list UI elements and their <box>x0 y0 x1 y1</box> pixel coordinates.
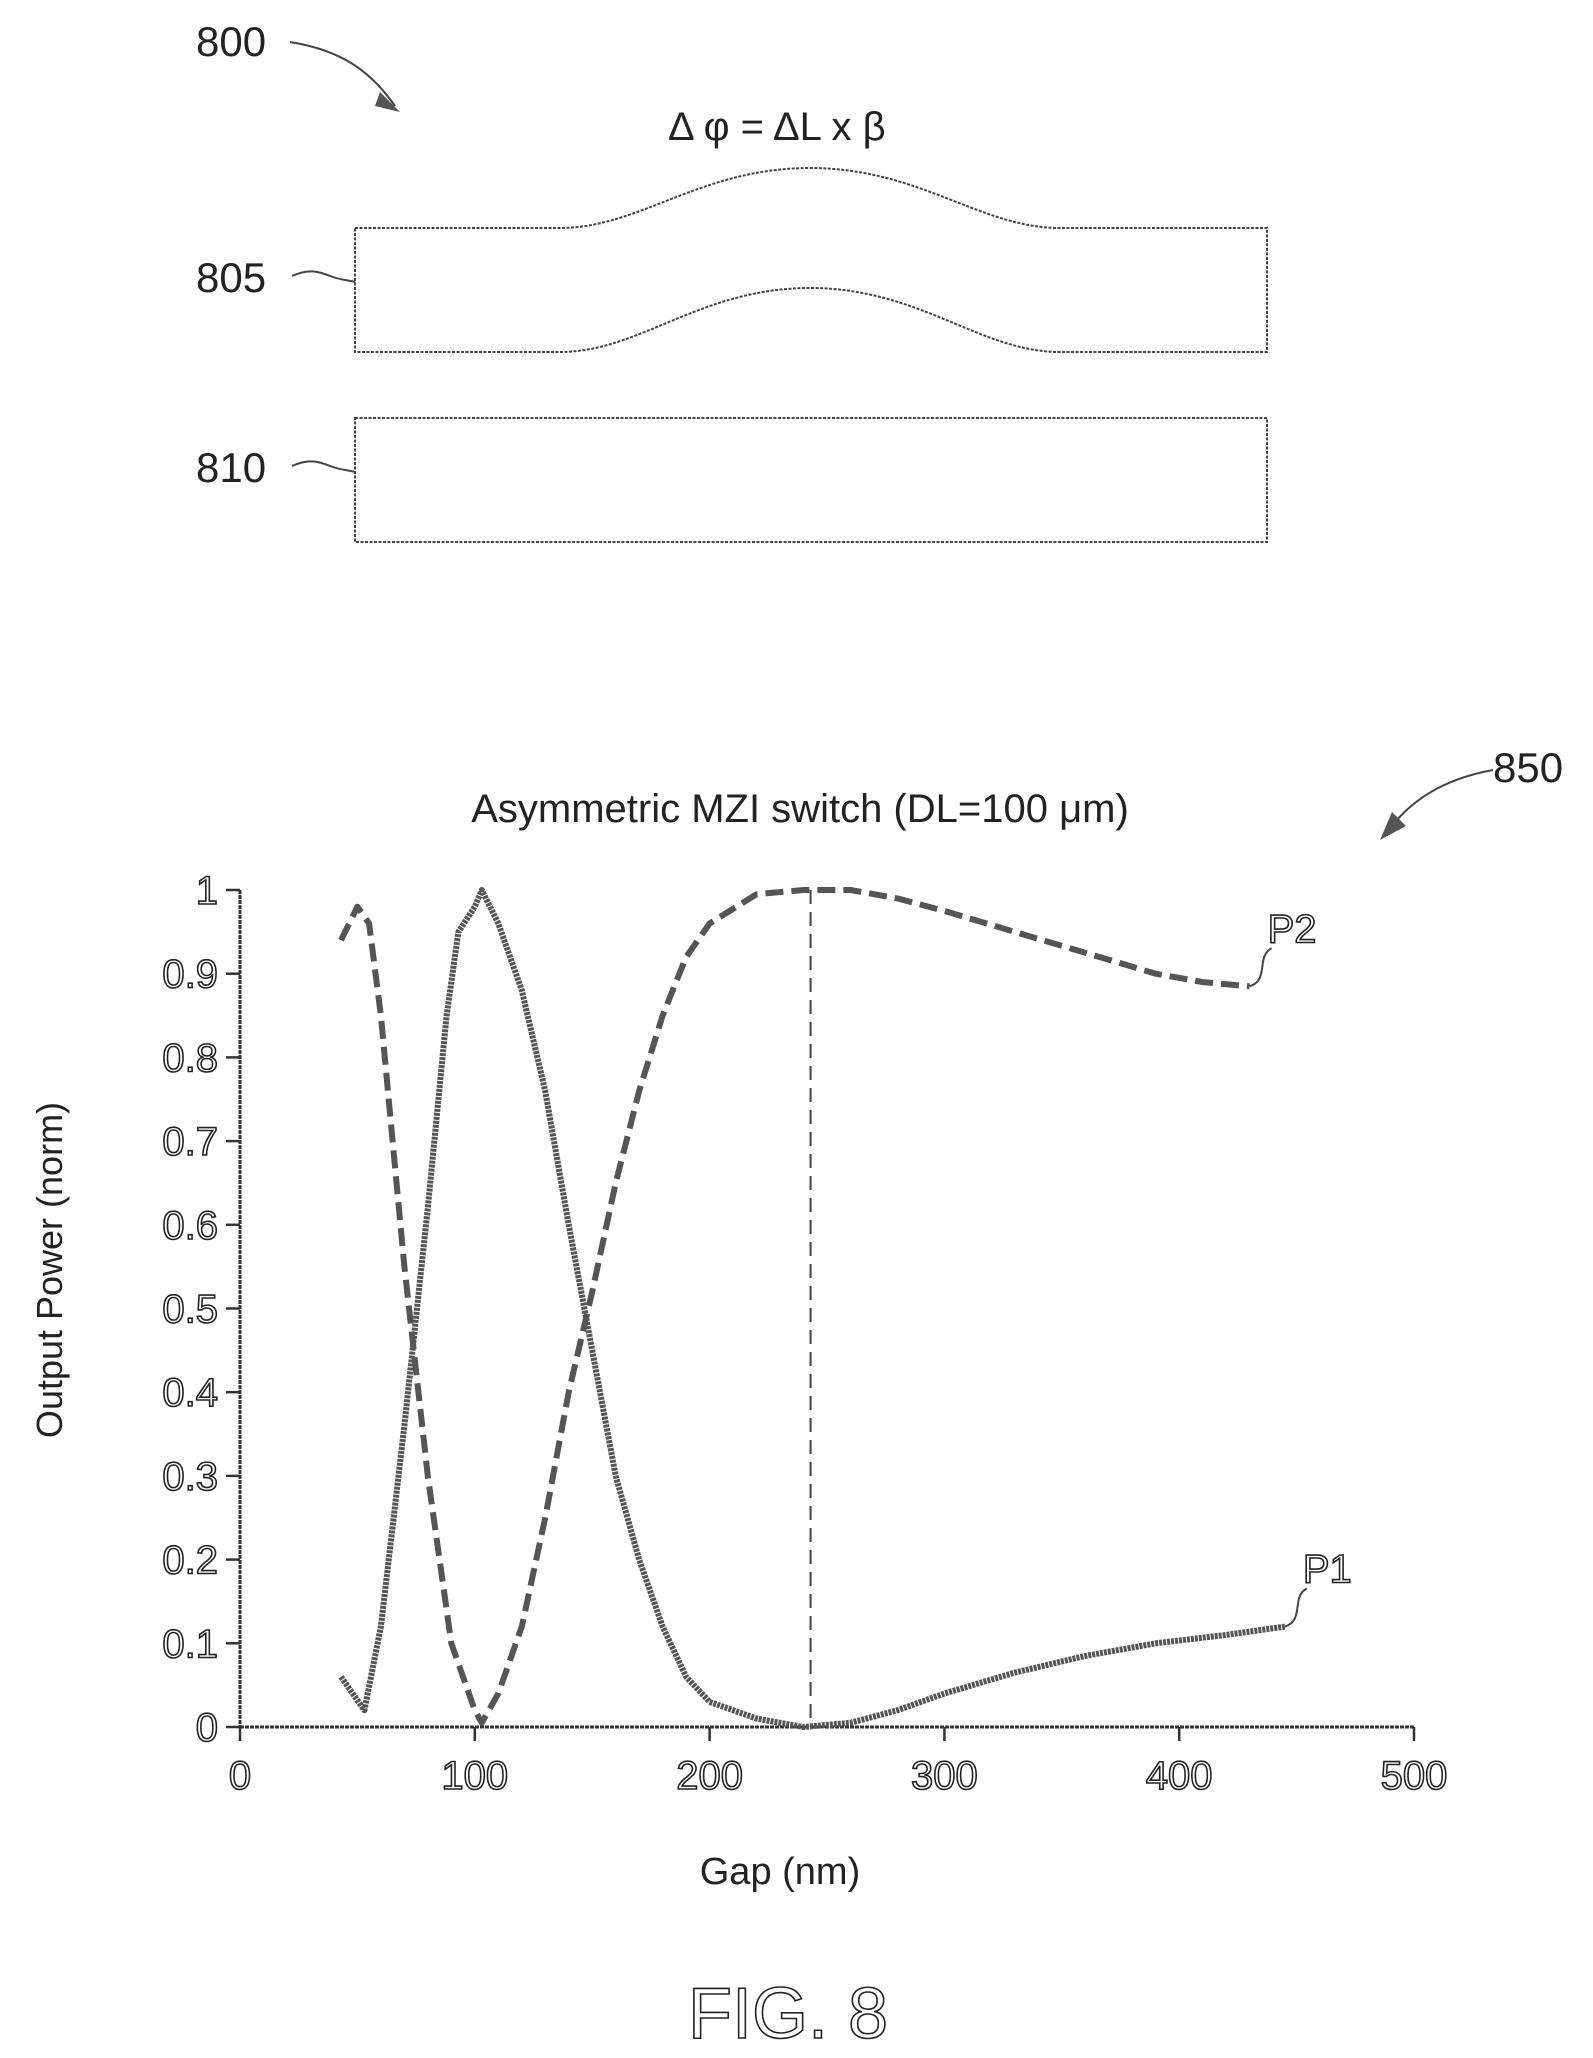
x-axis-label: Gap (nm) <box>700 1851 860 1893</box>
chart-title: Asymmetric MZI switch (DL=100 μm) <box>471 787 1129 831</box>
ref-800-label: 800 <box>196 18 266 65</box>
series-p2-leader <box>1249 947 1273 988</box>
y-tick-label: 0.2 <box>162 1539 218 1583</box>
y-tick-label: 0.5 <box>162 1288 218 1332</box>
ref-850-leader <box>1391 769 1494 827</box>
y-tick-label: 0.9 <box>162 953 218 997</box>
equation-label: Δ φ = ΔL x β <box>668 105 886 149</box>
ref-800-leader <box>289 41 396 107</box>
series-p1-line <box>338 887 1286 1730</box>
y-axis-label: Output Power (norm) <box>29 1102 70 1438</box>
y-tick-label: 0.8 <box>162 1036 218 1080</box>
y-tick-label: 0 <box>196 1706 218 1750</box>
ref-800-arrowhead <box>375 92 400 112</box>
series-p1-leader <box>1284 1587 1308 1628</box>
figure-caption: FIG. 8 <box>688 1974 888 2054</box>
x-tick-label: 100 <box>441 1754 508 1798</box>
y-tick-label: 0.7 <box>162 1120 218 1164</box>
ref-810-label: 810 <box>196 444 266 491</box>
ref-805-leader <box>291 270 356 283</box>
ref-805-label: 805 <box>196 254 266 301</box>
series-p2-line <box>338 887 1250 1726</box>
ref-810-leader <box>291 460 356 473</box>
x-tick-label: 500 <box>1381 1754 1448 1798</box>
series-p2-label: P2 <box>1268 907 1317 951</box>
x-tick-label: 0 <box>229 1754 251 1798</box>
series-p1-label: P1 <box>1303 1548 1352 1592</box>
x-tick-label: 300 <box>911 1754 978 1798</box>
x-tick-label: 400 <box>1146 1754 1213 1798</box>
y-tick-label: 0.4 <box>162 1371 218 1415</box>
y-tick-label: 0.1 <box>162 1622 218 1666</box>
ref-850-label: 850 <box>1493 744 1563 791</box>
ref-850-arrowhead <box>1380 812 1406 840</box>
y-tick-label: 0.3 <box>162 1455 218 1499</box>
y-tick-label: 1 <box>196 869 218 913</box>
x-tick-label: 200 <box>676 1754 743 1798</box>
waveguide-810 <box>354 417 1268 543</box>
waveguide-805 <box>354 166 1268 353</box>
chart-plot: 0 100 200 300 400 500 0 0.1 0.2 0.3 0.4 0.5 0.6 0.7 0.… <box>162 868 1449 1799</box>
y-tick-label: 0.6 <box>162 1204 218 1248</box>
